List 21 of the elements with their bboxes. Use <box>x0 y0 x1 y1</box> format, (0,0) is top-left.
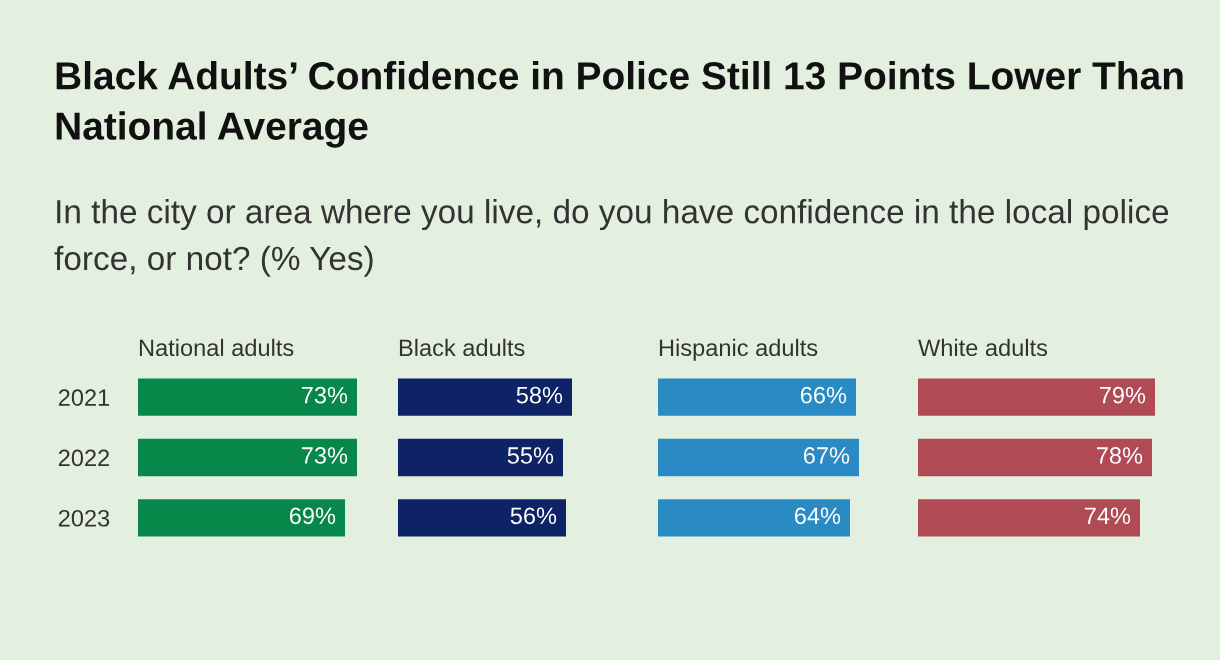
data-label: 74% <box>1084 507 1131 525</box>
x-axis-title: Hispanic adults <box>659 338 818 361</box>
x-axis-title: National adults <box>139 338 294 357</box>
x-axis-title: Black adults <box>399 338 525 357</box>
x-axis-title: White adults <box>918 338 1048 357</box>
data-label: 67% <box>803 447 850 464</box>
data-label: 64% <box>794 507 841 525</box>
y-tick-label: 2023 <box>58 509 110 527</box>
data-label: 69% <box>289 507 336 525</box>
data-label: 78% <box>1096 447 1143 464</box>
data-label: 73% <box>301 386 348 404</box>
y-tick-label: 2021 <box>58 389 110 406</box>
y-tick-label: 2022 <box>58 449 110 467</box>
data-label: 56% <box>510 507 557 525</box>
text: Black Adults’ Confidence in Police Still 13 Points Lower Than National Average <box>56 61 1183 148</box>
text: In the city or area where you live, do you have confidence in the local police force, or not? (% Yes) <box>54 199 1169 277</box>
data-label: 66% <box>800 386 847 404</box>
data-label: 58% <box>516 386 563 404</box>
data-label: 55% <box>507 447 554 464</box>
data-label: 79% <box>1099 386 1146 404</box>
data-label: 73% <box>301 447 348 464</box>
